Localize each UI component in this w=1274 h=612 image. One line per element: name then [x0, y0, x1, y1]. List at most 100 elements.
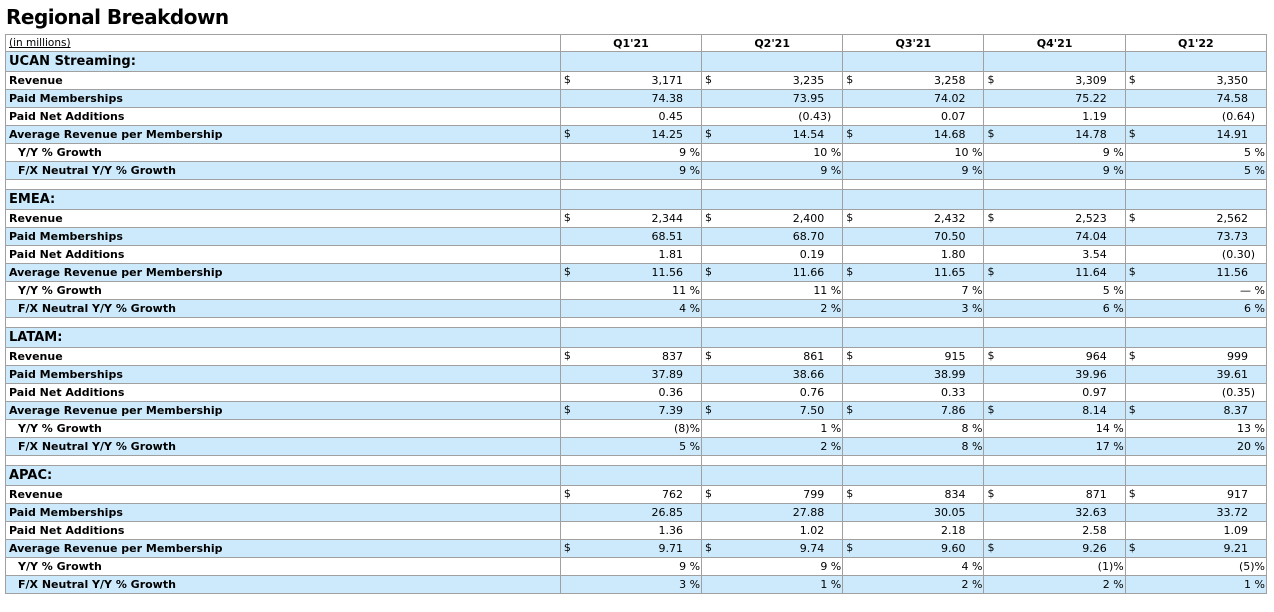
value-text: 27.88	[792, 506, 825, 519]
value-cell: $7.86	[842, 401, 985, 420]
value-text: 14.91	[1216, 128, 1249, 141]
currency-symbol: $	[987, 73, 995, 86]
value-cell: 39.96	[983, 365, 1126, 384]
table-row: F/X Neutral Y/Y % Growth 3 % 1 % 2 % 2 % 1 %	[5, 575, 1268, 594]
currency-symbol: $	[1128, 127, 1136, 140]
value-cell: 8 %	[842, 437, 985, 456]
row-label: Paid Net Additions	[5, 107, 561, 126]
value-text: 9 %	[961, 164, 983, 177]
value-text: 38.66	[792, 368, 825, 381]
section-title: LATAM:	[5, 327, 561, 348]
row-label: Average Revenue per Membership	[5, 263, 561, 282]
value-cell: 26.85	[559, 503, 703, 522]
value-cell: $3,235	[701, 71, 844, 90]
empty-cell	[842, 189, 985, 210]
column-header: Q1'21	[559, 34, 703, 52]
value-text: 7.39	[658, 404, 684, 417]
value-text: 9.21	[1223, 542, 1249, 555]
value-text: 2,523	[1075, 212, 1107, 225]
value-text: — %	[1240, 284, 1265, 297]
empty-cell	[1124, 317, 1268, 328]
value-cell: (0.35)	[1124, 383, 1268, 402]
row-label: Paid Memberships	[5, 503, 561, 522]
section-header: APAC:	[5, 465, 1268, 486]
row-label: Y/Y % Growth	[5, 557, 561, 576]
empty-cell	[983, 179, 1126, 190]
empty-cell	[5, 317, 561, 328]
value-cell: $861	[701, 347, 844, 366]
row-label: Y/Y % Growth	[5, 419, 561, 438]
value-cell: 1.36	[559, 521, 703, 540]
value-cell: $14.54	[701, 125, 844, 144]
value-text: 1.36	[658, 524, 684, 537]
table-row: Y/Y % Growth (8)% 1 % 8 % 14 % 13 %	[5, 419, 1268, 438]
currency-symbol: $	[987, 403, 995, 416]
value-text: 11.66	[792, 266, 825, 279]
value-text: 9 %	[820, 164, 842, 177]
value-cell: 9 %	[701, 161, 844, 180]
empty-cell	[842, 317, 985, 328]
value-cell: 2 %	[983, 575, 1126, 594]
currency-symbol: $	[846, 403, 854, 416]
section-header: LATAM:	[5, 327, 1268, 348]
value-cell: $11.56	[559, 263, 703, 282]
table-row: Y/Y % Growth 9 % 10 % 10 % 9 % 5 %	[5, 143, 1268, 162]
value-cell: 13 %	[1124, 419, 1268, 438]
value-text: 39.61	[1216, 368, 1249, 381]
value-text: 3.54	[1082, 248, 1107, 261]
row-label: Average Revenue per Membership	[5, 539, 561, 558]
value-cell: $14.78	[983, 125, 1126, 144]
value-text: 13 %	[1237, 422, 1265, 435]
value-cell: (8)%	[559, 419, 703, 438]
value-cell: $917	[1124, 485, 1268, 504]
table-row: F/X Neutral Y/Y % Growth 4 % 2 % 3 % 6 % 6 %	[5, 299, 1268, 318]
table-row: Paid Memberships 37.89 38.66 38.99 39.96 39.6…	[5, 365, 1268, 384]
value-text: 14.54	[792, 128, 825, 141]
empty-cell	[1124, 465, 1268, 486]
value-cell: $11.66	[701, 263, 844, 282]
value-cell: 1 %	[1124, 575, 1268, 594]
value-text: 38.99	[933, 368, 966, 381]
currency-symbol: $	[705, 265, 713, 278]
value-cell: 1 %	[701, 575, 844, 594]
value-cell: $799	[701, 485, 844, 504]
spacer-row	[5, 317, 1268, 328]
value-text: (0.64)	[1221, 110, 1255, 123]
value-cell: 11 %	[559, 281, 703, 300]
value-text: 8.37	[1223, 404, 1249, 417]
currency-symbol: $	[846, 541, 854, 554]
currency-symbol: $	[987, 541, 995, 554]
value-cell: 5 %	[559, 437, 703, 456]
row-label: Paid Net Additions	[5, 383, 561, 402]
value-text: 861	[803, 350, 825, 363]
regional-breakdown-table: (in millions) Q1'21 Q2'21 Q3'21 Q4'21 Q1'22 UC…	[5, 34, 1268, 594]
value-cell: 1.19	[983, 107, 1126, 126]
value-cell: 74.04	[983, 227, 1126, 246]
value-cell: 39.61	[1124, 365, 1268, 384]
value-text: (0.43)	[798, 110, 832, 123]
value-cell: $2,562	[1124, 209, 1268, 228]
currency-symbol: $	[705, 403, 713, 416]
currency-symbol: $	[846, 265, 854, 278]
value-text: 3,235	[792, 74, 825, 87]
currency-symbol: $	[1128, 487, 1136, 500]
currency-symbol: $	[987, 349, 995, 362]
table-row: Paid Net Additions 0.45 (0.43) 0.07 1.19 (0.6…	[5, 107, 1268, 126]
value-cell: 73.73	[1124, 227, 1268, 246]
row-label: Paid Net Additions	[5, 245, 561, 264]
value-cell: $9.60	[842, 539, 985, 558]
value-cell: $14.25	[559, 125, 703, 144]
value-text: 2 %	[961, 578, 983, 591]
value-text: 37.89	[651, 368, 684, 381]
value-text: 2 %	[1102, 578, 1124, 591]
value-cell: $871	[983, 485, 1126, 504]
table-row: F/X Neutral Y/Y % Growth 9 % 9 % 9 % 9 % 5 %	[5, 161, 1268, 180]
value-cell: $11.65	[842, 263, 985, 282]
value-cell: 9 %	[983, 161, 1126, 180]
value-text: 0.07	[940, 110, 966, 123]
value-cell: 1.81	[559, 245, 703, 264]
empty-cell	[842, 455, 985, 466]
value-text: 14 %	[1095, 422, 1124, 435]
value-text: 762	[662, 488, 684, 501]
value-text: 2 %	[820, 440, 842, 453]
